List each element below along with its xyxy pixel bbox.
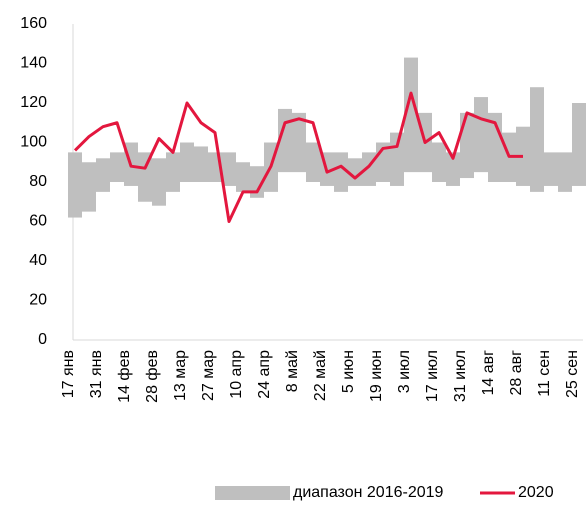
x-tick-label: 31 июл bbox=[452, 350, 469, 402]
line-2020 bbox=[73, 91, 523, 223]
x-tick-label: 24 апр bbox=[256, 350, 273, 399]
y-tick-label: 20 bbox=[29, 292, 47, 309]
range-bar bbox=[432, 142, 446, 182]
range-bar bbox=[68, 152, 82, 218]
x-tick-label: 10 апр bbox=[228, 350, 245, 399]
range-bar bbox=[446, 152, 460, 186]
x-tick-label: 14 авг bbox=[480, 350, 497, 396]
range-bar bbox=[544, 152, 558, 186]
range-bar bbox=[530, 87, 544, 192]
range-bar bbox=[404, 57, 418, 173]
range-bar bbox=[572, 103, 586, 186]
range-bar bbox=[292, 112, 306, 173]
range-bar bbox=[250, 166, 264, 198]
legend-swatch bbox=[215, 486, 290, 500]
y-tick-label: 100 bbox=[20, 134, 47, 151]
x-tick-label: 11 сен bbox=[536, 350, 553, 397]
range-bar bbox=[278, 108, 292, 173]
x-tick-label: 19 июн bbox=[368, 350, 385, 402]
y-tick-label: 140 bbox=[20, 55, 47, 72]
x-tick-label: 28 фев bbox=[144, 350, 161, 403]
x-tick-label: 31 янв bbox=[88, 350, 105, 398]
legend-label: 2020 bbox=[518, 484, 554, 501]
range-bar bbox=[474, 97, 488, 173]
x-tick-label: 8 май bbox=[284, 350, 301, 392]
range-bar bbox=[558, 152, 572, 192]
y-tick-label: 120 bbox=[20, 94, 47, 111]
x-tick-label: 25 сен bbox=[564, 350, 581, 398]
x-tick-label: 22 май bbox=[312, 350, 329, 401]
y-tick-label: 60 bbox=[29, 213, 47, 230]
range-bar bbox=[138, 152, 152, 202]
range-bar bbox=[110, 152, 124, 182]
range-bar bbox=[348, 158, 362, 186]
x-tick-label: 17 янв bbox=[60, 350, 77, 398]
range-bar bbox=[180, 142, 194, 182]
y-tick-label: 80 bbox=[29, 173, 47, 190]
range-bar bbox=[236, 162, 250, 192]
y-tick-label: 160 bbox=[20, 15, 47, 32]
range-bar bbox=[460, 112, 474, 179]
x-tick-label: 3 июл bbox=[396, 350, 413, 393]
y-tick-label: 40 bbox=[29, 252, 47, 269]
range-bar bbox=[334, 152, 348, 192]
range-bar bbox=[222, 152, 236, 186]
range-bar bbox=[306, 142, 320, 182]
x-tick-label: 13 мар bbox=[172, 350, 189, 401]
range-bar bbox=[152, 158, 166, 206]
range-bar bbox=[194, 146, 208, 182]
y-tick-label: 0 bbox=[38, 331, 47, 348]
range-bar bbox=[166, 152, 180, 192]
range-bar bbox=[82, 162, 96, 212]
legend-label: диапазон 2016-2019 bbox=[293, 484, 444, 501]
range-bar bbox=[96, 158, 110, 192]
x-tick-label: 5 июн bbox=[340, 350, 357, 393]
x-tick-label: 17 июл bbox=[424, 350, 441, 402]
x-tick-label: 27 мар bbox=[200, 350, 217, 401]
x-tick-label: 14 фев bbox=[116, 350, 133, 403]
x-tick-label: 28 авг bbox=[508, 350, 525, 396]
